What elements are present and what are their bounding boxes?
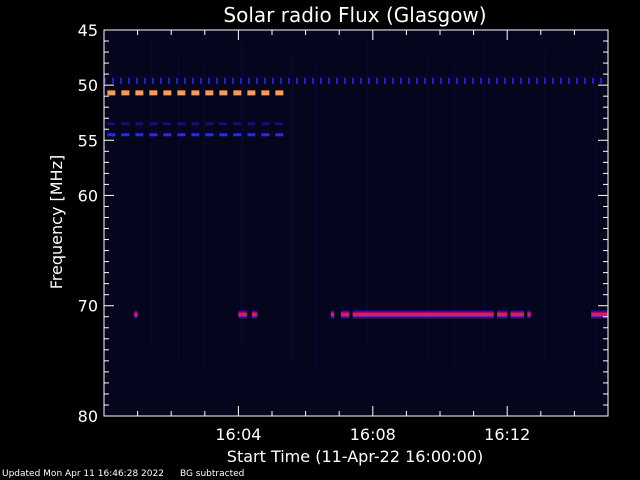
x-tick-label: 16:04 bbox=[215, 425, 261, 444]
x-tick-label: 16:08 bbox=[350, 425, 396, 444]
emission-band bbox=[330, 312, 335, 317]
noise-streak bbox=[544, 52, 546, 361]
y-axis-label: Frequency [MHz] bbox=[47, 155, 66, 289]
noise-streak bbox=[594, 63, 597, 372]
plot-frame bbox=[103, 29, 609, 417]
emission-band bbox=[352, 312, 494, 317]
emission-band bbox=[251, 312, 257, 317]
noise-streak bbox=[292, 52, 294, 361]
noise-streak bbox=[426, 52, 429, 361]
noise-streak bbox=[483, 41, 486, 350]
noise-streak bbox=[151, 41, 153, 350]
emission-band bbox=[238, 312, 247, 317]
emission-band bbox=[527, 312, 531, 317]
noise-streak bbox=[366, 41, 368, 350]
noise-streak bbox=[203, 63, 205, 372]
y-tick-label: 60 bbox=[78, 186, 98, 205]
emission-band bbox=[591, 312, 608, 317]
updated-timestamp: Updated Mon Apr 11 16:46:28 2022 bbox=[2, 469, 164, 479]
y-tick-label: 50 bbox=[78, 76, 98, 95]
plot-area: 16:04 16:08 16:12 45 50 55 60 70 80 bbox=[78, 21, 609, 444]
x-axis-label: Start Time (11-Apr-22 16:00:00) bbox=[227, 447, 483, 466]
bg-note: BG subtracted bbox=[179, 469, 245, 479]
noise-streak bbox=[177, 52, 180, 361]
y-tick-label: 80 bbox=[78, 407, 98, 426]
chart-title: Solar radio Flux (Glasgow) bbox=[223, 3, 486, 27]
y-tick-label: 55 bbox=[78, 131, 98, 150]
x-tick-label: 16:12 bbox=[484, 425, 530, 444]
emission-band bbox=[497, 312, 508, 317]
noise-streak bbox=[241, 41, 244, 350]
emission-band bbox=[510, 312, 524, 317]
noise-streak bbox=[453, 63, 455, 372]
footer: Updated Mon Apr 11 16:46:28 2022 BG subtr… bbox=[2, 469, 260, 479]
y-tick-label: 70 bbox=[78, 297, 98, 316]
plot-background bbox=[104, 30, 608, 416]
emission-band bbox=[340, 312, 350, 317]
emission-band bbox=[134, 312, 138, 317]
noise-streak bbox=[315, 63, 318, 372]
y-tick-label: 45 bbox=[78, 21, 98, 40]
